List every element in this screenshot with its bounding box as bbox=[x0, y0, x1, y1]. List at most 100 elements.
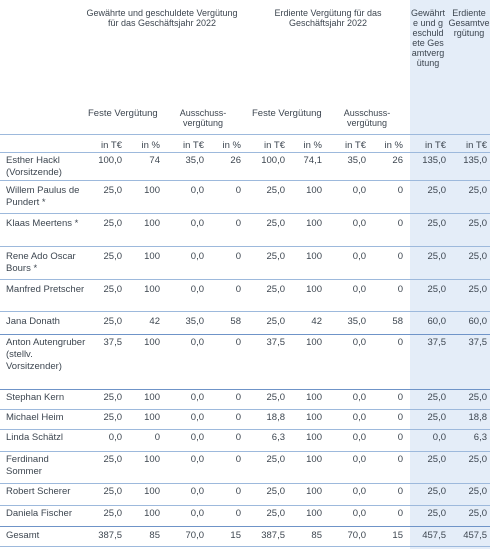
table-cell: 70,0 bbox=[347, 530, 367, 541]
table-cell: 100 bbox=[144, 251, 160, 262]
table-cell: 25,0 bbox=[103, 412, 123, 423]
table-cell: 0 bbox=[397, 392, 403, 403]
table-cell: 35,0 bbox=[185, 155, 205, 166]
table-cell: 35,0 bbox=[347, 155, 367, 166]
table-cell: 0 bbox=[397, 486, 403, 497]
table-cell: 42 bbox=[311, 316, 322, 327]
table-cell: 70,0 bbox=[185, 530, 205, 541]
header-earned-group: Erdiente Vergütung für das Geschäftsjahr… bbox=[274, 8, 382, 28]
table-cell: 37,5 bbox=[266, 337, 286, 348]
table-cell: 100 bbox=[306, 454, 322, 465]
table-cell: 0,0 bbox=[352, 432, 366, 443]
header-divider bbox=[0, 134, 490, 135]
table-cell: 0,0 bbox=[352, 454, 366, 465]
unit-header: in T€ bbox=[466, 140, 487, 151]
table-cell: 25,0 bbox=[468, 454, 488, 465]
row-name: Esther Hackl (Vorsitzende) bbox=[6, 155, 62, 178]
table-cell: 74,1 bbox=[303, 155, 323, 166]
table-cell: 100 bbox=[306, 508, 322, 519]
table-cell: 25,0 bbox=[427, 486, 447, 497]
table-cell: 25,0 bbox=[266, 392, 286, 403]
table-cell: 0 bbox=[235, 185, 241, 196]
table-cell: 26 bbox=[230, 155, 241, 166]
table-cell: 0 bbox=[235, 392, 241, 403]
table-cell: 0,0 bbox=[352, 218, 366, 229]
unit-header: in T€ bbox=[264, 140, 285, 151]
header-granted-group: Gewährte und geschuldete Vergütung für d… bbox=[86, 8, 238, 28]
unit-header: in T€ bbox=[101, 140, 122, 151]
table-cell: 25,0 bbox=[266, 316, 286, 327]
table-cell: 25,0 bbox=[103, 251, 123, 262]
unit-header: in % bbox=[141, 140, 160, 151]
row-name: Michael Heim bbox=[6, 412, 64, 423]
row-divider bbox=[0, 546, 490, 547]
row-name: Gesamt bbox=[6, 530, 40, 541]
row-name: Rene Ado Oscar Bours * bbox=[6, 251, 76, 274]
header-total-granted: Gewährte und geschuldete Gesamtvergütung bbox=[411, 8, 446, 68]
table-cell: 42 bbox=[149, 316, 160, 327]
table-cell: 0,0 bbox=[352, 337, 366, 348]
table-cell: 135,0 bbox=[463, 155, 487, 166]
table-cell: 0 bbox=[235, 454, 241, 465]
row-divider bbox=[0, 409, 490, 410]
table-cell: 25,0 bbox=[427, 412, 447, 423]
table-cell: 25,0 bbox=[103, 284, 123, 295]
row-name: Jana Donath bbox=[6, 316, 60, 327]
table-cell: 26 bbox=[392, 155, 403, 166]
subheader-committee-earned: Ausschuss-vergütung bbox=[343, 108, 391, 128]
table-cell: 25,0 bbox=[427, 508, 447, 519]
table-cell: 387,5 bbox=[98, 530, 122, 541]
row-divider bbox=[0, 279, 490, 280]
table-cell: 0 bbox=[235, 251, 241, 262]
table-cell: 100 bbox=[144, 508, 160, 519]
table-cell: 100 bbox=[144, 218, 160, 229]
table-cell: 0,0 bbox=[190, 392, 204, 403]
table-cell: 0 bbox=[235, 486, 241, 497]
table-cell: 0,0 bbox=[432, 432, 446, 443]
unit-header: in % bbox=[303, 140, 322, 151]
table-cell: 35,0 bbox=[185, 316, 205, 327]
table-cell: 37,5 bbox=[468, 337, 488, 348]
table-cell: 100 bbox=[306, 284, 322, 295]
table-cell: 0,0 bbox=[352, 284, 366, 295]
table-cell: 0 bbox=[235, 412, 241, 423]
row-divider bbox=[0, 213, 490, 214]
row-name: Manfred Pretscher bbox=[6, 284, 85, 295]
table-cell: 0,0 bbox=[352, 185, 366, 196]
table-cell: 100 bbox=[306, 337, 322, 348]
unit-header: in % bbox=[384, 140, 403, 151]
table-cell: 25,0 bbox=[266, 486, 286, 497]
table-cell: 6,3 bbox=[473, 432, 487, 443]
table-cell: 35,0 bbox=[347, 316, 367, 327]
header-divider bbox=[0, 152, 490, 153]
subheader-fixed-earned: Feste Vergütung bbox=[252, 108, 322, 119]
total-columns-shading bbox=[410, 0, 490, 549]
table-cell: 25,0 bbox=[427, 454, 447, 465]
row-name: Linda Schätzl bbox=[6, 432, 64, 443]
table-cell: 0 bbox=[397, 251, 403, 262]
table-cell: 0,0 bbox=[190, 508, 204, 519]
table-cell: 37,5 bbox=[427, 337, 447, 348]
table-cell: 387,5 bbox=[261, 530, 285, 541]
table-cell: 25,0 bbox=[103, 392, 123, 403]
row-divider bbox=[0, 451, 490, 452]
header-total-earned: Erdiente Gesamtvergütung bbox=[448, 8, 490, 38]
table-cell: 457,5 bbox=[422, 530, 446, 541]
table-cell: 18,8 bbox=[266, 412, 286, 423]
row-divider bbox=[0, 180, 490, 181]
table-cell: 0 bbox=[397, 454, 403, 465]
row-divider bbox=[0, 334, 490, 335]
table-cell: 85 bbox=[149, 530, 160, 541]
table-cell: 100 bbox=[306, 412, 322, 423]
table-cell: 0 bbox=[235, 508, 241, 519]
table-cell: 0,0 bbox=[352, 486, 366, 497]
row-divider bbox=[0, 483, 490, 484]
table-cell: 25,0 bbox=[468, 218, 488, 229]
table-cell: 25,0 bbox=[468, 251, 488, 262]
table-cell: 25,0 bbox=[103, 316, 123, 327]
table-cell: 25,0 bbox=[468, 508, 488, 519]
table-cell: 100 bbox=[144, 392, 160, 403]
table-cell: 0 bbox=[235, 284, 241, 295]
unit-header: in T€ bbox=[183, 140, 204, 151]
table-cell: 25,0 bbox=[103, 454, 123, 465]
